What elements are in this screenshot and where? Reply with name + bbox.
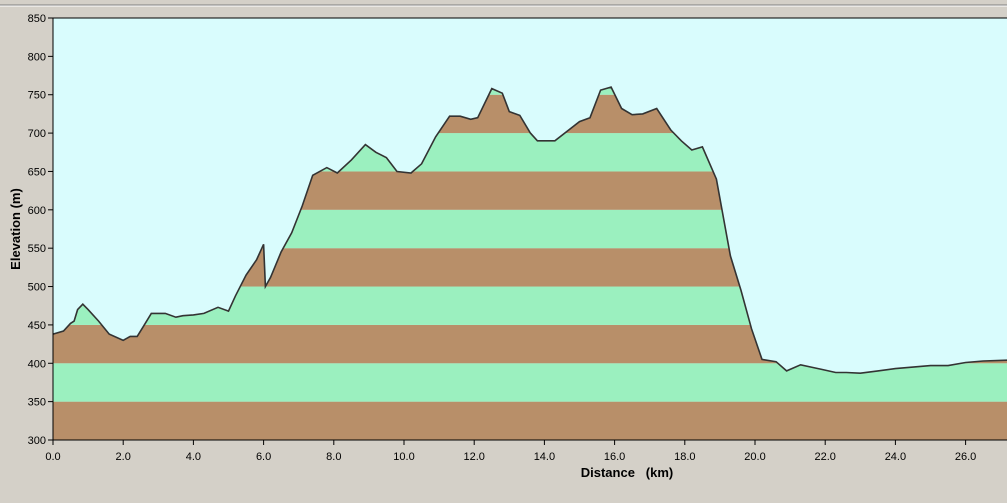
elevation-band-300-350 bbox=[53, 401, 1007, 440]
x-tick-label: 26.0 bbox=[955, 451, 976, 463]
x-tick-label: 24.0 bbox=[885, 451, 906, 463]
plot-frame bbox=[52, 17, 1007, 441]
y-tick-label: 450 bbox=[28, 320, 46, 332]
elevation-profile-line bbox=[52, 86, 1007, 375]
y-tick-label: 650 bbox=[28, 166, 46, 178]
x-tick-label: 12.0 bbox=[463, 451, 484, 463]
x-tick-label: 18.0 bbox=[674, 451, 695, 463]
y-tick-label: 600 bbox=[28, 205, 46, 217]
x-tick-label: 16.0 bbox=[604, 451, 625, 463]
x-tick-label: 8.0 bbox=[326, 451, 341, 463]
y-axis-label: Elevation (m) bbox=[8, 188, 23, 270]
x-tick-label: 14.0 bbox=[534, 451, 555, 463]
x-tick-label: 2.0 bbox=[116, 451, 131, 463]
y-tick-label: 500 bbox=[28, 282, 46, 294]
tick-layer: 300 350 400 450 500 550 600 650 700 750 800 850 0.0 2… bbox=[28, 13, 977, 463]
y-tick-label: 300 bbox=[28, 435, 46, 447]
x-tick-label: 22.0 bbox=[814, 451, 835, 463]
x-tick-label: 0.0 bbox=[45, 451, 60, 463]
x-axis-label: Distance (km) bbox=[581, 465, 673, 480]
y-tick-label: 700 bbox=[28, 128, 46, 140]
y-tick-label: 800 bbox=[28, 51, 46, 63]
x-tick-label: 10.0 bbox=[393, 451, 414, 463]
x-tick-label: 20.0 bbox=[744, 451, 765, 463]
y-tick-label: 550 bbox=[28, 243, 46, 255]
y-tick-label: 750 bbox=[28, 90, 46, 102]
x-tick-label: 6.0 bbox=[256, 451, 271, 463]
y-tick-label: 400 bbox=[28, 358, 46, 370]
x-tick-label: 4.0 bbox=[186, 451, 201, 463]
y-tick-label: 850 bbox=[28, 13, 46, 25]
y-tick-label: 350 bbox=[28, 397, 46, 409]
